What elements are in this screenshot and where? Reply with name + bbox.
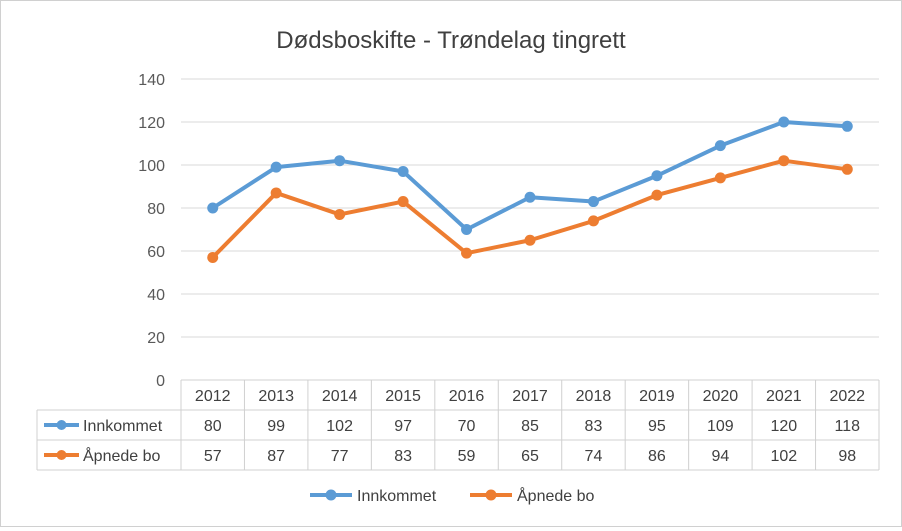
table-cell-value: 95: [648, 418, 666, 435]
table-cell-value: 85: [521, 418, 539, 435]
chart-title: Dødsboskifte - Trøndelag tingrett: [276, 27, 626, 54]
data-point: [207, 202, 219, 214]
data-point: [778, 116, 790, 128]
y-tick-label: 80: [147, 201, 165, 218]
data-point: [714, 140, 726, 152]
table-legend-key-marker: [56, 420, 67, 430]
x-tick-label: 2018: [576, 388, 612, 405]
data-point: [651, 170, 663, 182]
data-point: [334, 208, 346, 220]
legend: Innkommet Åpnede bo: [310, 486, 595, 505]
x-tick-label: 2021: [766, 388, 802, 405]
table-cell-value: 83: [585, 418, 603, 435]
data-point: [270, 161, 282, 173]
data-point: [587, 196, 599, 208]
table-cell-value: 118: [835, 418, 861, 435]
legend-label: Innkommet: [357, 488, 437, 505]
data-table: 2012 2013 2014 2015 2016 2017 2018 2019 2020 2021…: [36, 379, 880, 471]
table-cell-value: 65: [521, 448, 539, 465]
data-point: [587, 215, 599, 227]
table-cell-value: 97: [394, 418, 412, 435]
data-point: [651, 189, 663, 201]
series-line: [210, 120, 850, 232]
table-cell-value: 83: [394, 448, 412, 465]
x-tick-label: 2016: [449, 388, 485, 405]
x-tick-label: 2012: [195, 388, 231, 405]
legend-key-marker: [325, 489, 337, 501]
data-point: [397, 196, 409, 208]
y-axis: 0 20 40 60 80 100 120 140: [138, 72, 165, 390]
y-tick-label: 120: [138, 115, 165, 132]
legend-key-marker: [485, 489, 497, 501]
table-cell-value: 59: [458, 448, 476, 465]
data-point: [524, 234, 536, 246]
data-point: [524, 191, 536, 203]
data-point: [841, 163, 853, 175]
legend-label: Åpnede bo: [517, 486, 595, 505]
table-legend-key-marker: [56, 450, 67, 460]
table-cell-value: 57: [204, 448, 222, 465]
x-tick-label: 2015: [385, 388, 421, 405]
data-point: [714, 172, 726, 184]
data-point: [461, 224, 473, 235]
y-tick-label: 60: [147, 244, 165, 261]
gridlines: [181, 78, 879, 338]
data-point: [461, 247, 473, 259]
data-point: [841, 120, 853, 132]
table-cell-value: 102: [326, 418, 353, 435]
table-cell-value: 109: [707, 418, 734, 435]
series-layer: [207, 116, 853, 263]
y-tick-label: 0: [156, 373, 165, 390]
data-point: [270, 187, 282, 199]
table-series-name: Innkommet: [83, 418, 163, 435]
data-point: [334, 155, 346, 167]
y-tick-label: 140: [138, 72, 165, 89]
x-tick-label: 2020: [703, 388, 739, 405]
table-cell-value: 94: [711, 448, 729, 465]
x-tick-label: 2019: [639, 388, 675, 405]
x-tick-label: 2017: [512, 388, 548, 405]
data-point: [207, 251, 219, 263]
table-cell-value: 74: [585, 448, 603, 465]
data-point: [397, 165, 409, 177]
x-tick-label: 2022: [829, 388, 865, 405]
table-series-name: Åpnede bo: [83, 446, 161, 465]
table-cell-value: 98: [838, 448, 856, 465]
table-cell-value: 120: [770, 418, 797, 435]
y-tick-label: 20: [147, 330, 165, 347]
table-cell-value: 77: [331, 448, 349, 465]
table-cell-value: 70: [458, 418, 476, 435]
data-point: [778, 155, 790, 167]
table-cell-value: 86: [648, 448, 666, 465]
y-tick-label: 40: [147, 287, 165, 304]
table-cell-value: 80: [204, 418, 222, 435]
y-tick-label: 100: [138, 158, 165, 175]
table-cell-value: 99: [267, 418, 285, 435]
table-cell-value: 87: [267, 448, 285, 465]
table-cell-value: 102: [770, 448, 797, 465]
x-tick-label: 2014: [322, 388, 358, 405]
x-tick-label: 2013: [258, 388, 294, 405]
